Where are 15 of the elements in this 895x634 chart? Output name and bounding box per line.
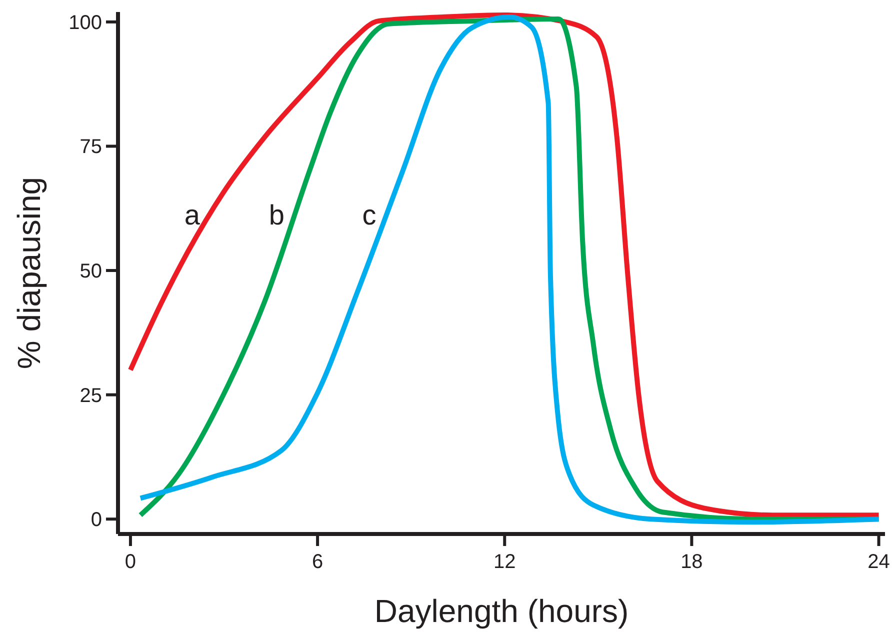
x-axis-title: Daylength (hours) [374, 593, 629, 629]
x-tick-label: 0 [124, 551, 136, 573]
y-tick-label: 100 [68, 12, 102, 34]
y-tick-label: 25 [80, 384, 102, 407]
x-tick-label: 12 [493, 551, 516, 573]
y-axis-title: % diapausing [11, 176, 47, 370]
x-tick-label: 24 [868, 551, 890, 573]
series-label: a [184, 200, 200, 231]
y-tick-label: 0 [90, 509, 102, 532]
x-tick-label: 6 [312, 551, 324, 573]
series-label: b [268, 200, 284, 231]
y-tick-label: 50 [80, 260, 102, 283]
y-tick-label: 75 [80, 136, 102, 158]
series-label: c [362, 200, 376, 231]
x-tick-label: 18 [680, 551, 703, 573]
